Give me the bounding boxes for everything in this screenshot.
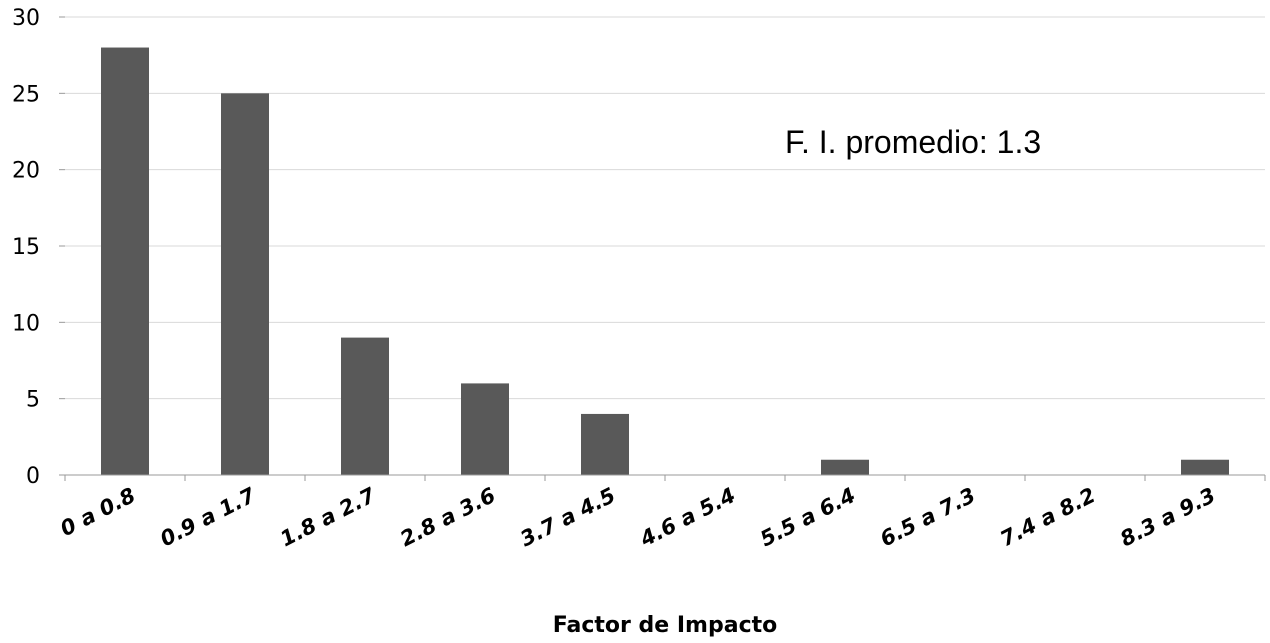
x-tick-label: 0 a 0.8 (57, 483, 140, 541)
y-tick-label: 15 (12, 235, 40, 260)
y-axis-ticks: 0 5 10 15 20 25 30 (12, 6, 65, 489)
y-tick-label: 30 (12, 6, 40, 31)
x-tick-label: 5.5 a 6.4 (756, 483, 859, 551)
bar (341, 337, 389, 475)
y-tick-label: 20 (12, 159, 40, 184)
bar (101, 47, 149, 476)
y-tick-label: 10 (12, 311, 40, 336)
x-tick-label: 2.8 a 3.6 (396, 483, 499, 551)
y-tick-label: 5 (26, 388, 40, 413)
bars (101, 47, 1229, 476)
annotation-average: F. I. promedio: 1.3 (785, 124, 1041, 160)
x-tick-label: 1.8 a 2.7 (276, 483, 379, 551)
y-tick-label: 0 (26, 464, 40, 489)
y-tick-label: 25 (12, 82, 40, 107)
x-tick-label: 7.4 a 8.2 (996, 483, 1099, 551)
x-tick-label: 4.6 a 5.4 (636, 483, 740, 552)
x-axis-ticks: 0 a 0.8 0.9 a 1.7 1.8 a 2.7 2.8 a 3.6 3.7 a … (57, 475, 1266, 552)
x-tick-label: 6.5 a 7.3 (876, 483, 979, 551)
x-tick-label: 3.7 a 4.5 (516, 483, 619, 551)
x-axis-label: Factor de Impacto (553, 613, 777, 638)
bar (1181, 459, 1229, 475)
bar (821, 459, 869, 475)
x-tick-label: 8.3 a 9.3 (1116, 483, 1219, 551)
x-tick-label: 0.9 a 1.7 (156, 483, 259, 551)
bar (581, 413, 629, 475)
bar (461, 383, 509, 475)
bar (221, 93, 269, 475)
